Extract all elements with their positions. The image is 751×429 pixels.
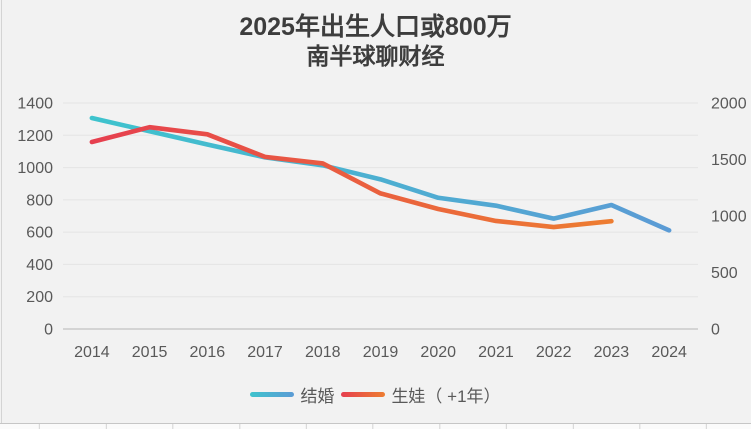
legend-item-1[interactable]: 生娃（ +1年）	[341, 382, 501, 407]
y-axis-left-tick-label: 600	[26, 225, 53, 242]
y-axis-left-tick-label: 0	[44, 322, 53, 339]
x-axis-tick-label: 2019	[363, 344, 399, 361]
series-line-1[interactable]	[89, 124, 614, 230]
legend-label-0: 结婚	[300, 386, 335, 406]
spreadsheet-column-edge	[1, 0, 2, 429]
x-axis-tick-label: 2021	[478, 344, 514, 361]
chart-subtitle: 南半球聊财经	[306, 43, 445, 69]
y-axis-right-tick-label: 2000	[711, 96, 747, 113]
x-axis-tick-label: 2016	[190, 344, 226, 361]
legend-label-1: 生娃（ +1年）	[391, 386, 501, 406]
series-line-0[interactable]	[89, 115, 672, 233]
y-axis-left-tick-label: 1200	[17, 128, 53, 145]
y-axis-right-tick-label: 500	[711, 265, 738, 282]
chart-title-block: 2025年出生人口或800万 南半球聊财经	[0, 12, 751, 70]
x-axis-tick-label: 2022	[536, 344, 572, 361]
y-axis-left-tick-label: 400	[26, 257, 53, 274]
x-axis-tick-label: 2020	[420, 344, 456, 361]
y-axis-left-tick-label: 1000	[17, 160, 53, 177]
chart-legend[interactable]: 结婚 生娃（ +1年）	[0, 381, 751, 407]
x-axis-tick-label: 2018	[305, 344, 341, 361]
x-axis-tick-label: 2015	[132, 344, 168, 361]
y-axis-left-tick-label: 800	[26, 192, 53, 209]
y-axis-left-tick-label: 1400	[17, 96, 53, 113]
legend-item-0[interactable]: 结婚	[250, 382, 334, 407]
x-axis-tick-label: 2024	[651, 344, 687, 361]
x-axis-tick-label: 2017	[247, 344, 283, 361]
y-axis-right-tick-label: 0	[711, 322, 720, 339]
y-axis-left-tick-label: 200	[26, 289, 53, 306]
y-axis-right-tick-label: 1500	[711, 152, 747, 169]
spreadsheet-row-edge	[0, 423, 751, 429]
x-axis-tick-label: 2023	[594, 344, 630, 361]
y-axis-right-tick-label: 1000	[711, 209, 747, 226]
chart-title: 2025年出生人口或800万	[239, 13, 512, 41]
x-axis-tick-label: 2014	[74, 344, 110, 361]
legend-swatch-1	[341, 391, 386, 397]
legend-swatch-0	[250, 391, 295, 397]
